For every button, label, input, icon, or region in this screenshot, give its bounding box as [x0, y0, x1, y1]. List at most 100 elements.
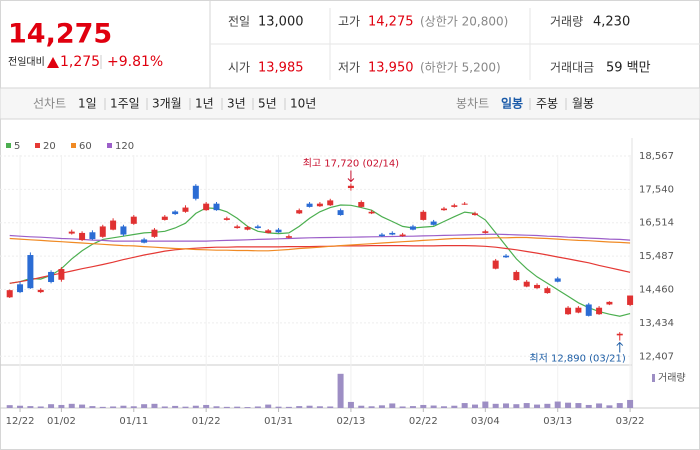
candle-body: [327, 200, 334, 206]
period-tab[interactable]: 월봉: [572, 97, 594, 111]
volume-bar: [172, 405, 179, 408]
y-tick-label: 13,434: [639, 318, 674, 329]
volume-bar: [192, 405, 199, 408]
moving-average-line: [9, 233, 631, 242]
candle-body: [378, 234, 385, 237]
x-tick-label: 01/22: [192, 416, 221, 427]
range-tab[interactable]: 5년: [258, 97, 277, 111]
range-tab[interactable]: 1주일: [110, 97, 140, 111]
volume-bar: [265, 404, 272, 408]
info-label: 전일: [228, 15, 250, 29]
volume-bar: [141, 404, 148, 408]
volume-bar: [513, 404, 520, 408]
volume-bar: [79, 404, 86, 408]
y-tick-label: 12,407: [639, 351, 674, 362]
annotation-text: 최고 17,720 (02/14): [303, 157, 399, 169]
range-tab[interactable]: 10년: [290, 97, 316, 111]
volume-bar: [316, 406, 323, 408]
candle-body: [265, 230, 272, 233]
info-value: 13,985: [258, 61, 304, 76]
candle-body: [565, 307, 572, 315]
moving-average-line: [9, 245, 631, 284]
x-tick-label: 01/31: [264, 416, 293, 427]
volume-bar: [27, 406, 34, 408]
x-tick-label: 02/22: [409, 416, 438, 427]
candle-body: [48, 271, 55, 283]
volume-bar: [254, 406, 261, 408]
info-label: 거래량: [550, 15, 583, 29]
candle-body: [347, 185, 354, 189]
range-tab[interactable]: 3년: [227, 97, 246, 111]
candle-body: [430, 221, 437, 225]
x-tick-label: 03/13: [543, 416, 572, 427]
candle-body: [606, 301, 613, 305]
volume-bar: [554, 401, 561, 408]
candle-body: [58, 269, 65, 280]
volume-bar: [482, 401, 489, 408]
current-price: 14,275: [8, 19, 112, 50]
candle-body: [358, 202, 365, 207]
volume-bar: [120, 405, 127, 408]
annotation-arrow: [616, 341, 624, 353]
annotation-text: 최저 12,890 (03/21): [529, 353, 625, 365]
info-label: 저가: [338, 61, 360, 75]
period-tab[interactable]: 일봉: [501, 97, 523, 111]
info-value: 14,275: [368, 15, 414, 30]
x-tick-label: 12/22: [6, 416, 35, 427]
candle-body: [275, 229, 282, 233]
volume-bar: [306, 405, 313, 408]
candle-body: [223, 218, 230, 220]
candle-body: [472, 213, 478, 216]
volume-bar: [89, 406, 96, 408]
volume-bar: [275, 406, 282, 408]
x-tick-label: 01/11: [119, 416, 148, 427]
y-tick-label: 14,460: [639, 285, 674, 296]
volume-bar: [451, 405, 458, 408]
x-tick-label: 03/04: [471, 416, 500, 427]
candle-body: [461, 203, 468, 205]
volume-bar: [234, 406, 241, 408]
candle-body: [503, 255, 510, 258]
range-tab[interactable]: 1일: [78, 97, 97, 111]
volume-bar: [161, 406, 168, 408]
legend-swatch: [35, 143, 40, 148]
legend-label: 120: [115, 141, 134, 152]
candle-body: [203, 203, 210, 211]
candle-body: [368, 211, 375, 214]
candle-body: [79, 232, 86, 241]
volume-bar: [358, 405, 365, 408]
info-label: 고가: [338, 15, 360, 29]
candle-body: [482, 231, 489, 233]
y-tick-label: 15,487: [639, 251, 674, 262]
annotation-arrow: [347, 170, 355, 183]
volume-bar: [492, 403, 499, 408]
legend-label: 거래량: [658, 372, 686, 384]
volume-bar: [58, 404, 65, 408]
candle-body: [234, 226, 241, 229]
range-tab[interactable]: 3개월: [152, 97, 182, 111]
volume-bar: [130, 406, 137, 408]
volume-bar: [368, 406, 375, 408]
info-value: 13,000: [258, 15, 304, 30]
legend-swatch: [6, 143, 11, 148]
candle-body: [306, 203, 313, 207]
volume-bar: [461, 403, 468, 408]
candle-body: [554, 278, 561, 282]
info-value: 59 백만: [606, 61, 651, 76]
up-arrow-icon: [47, 57, 59, 68]
candle-body: [544, 288, 551, 294]
volume-bar: [616, 403, 623, 408]
period-tab[interactable]: 주봉: [536, 97, 558, 111]
candle-body: [213, 203, 220, 211]
volume-bar: [151, 403, 158, 408]
volume-bar: [223, 406, 230, 408]
volume-bar: [99, 406, 106, 408]
volume-bar: [606, 405, 613, 408]
volume-bar: [575, 403, 582, 408]
volume-bar: [182, 406, 189, 408]
volume-bar: [213, 406, 220, 408]
candle-body: [37, 289, 44, 293]
candle-body: [316, 203, 323, 207]
y-tick-label: 16,514: [639, 218, 674, 229]
range-tab[interactable]: 1년: [195, 97, 214, 111]
